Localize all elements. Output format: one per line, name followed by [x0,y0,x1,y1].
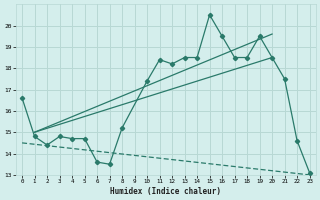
X-axis label: Humidex (Indice chaleur): Humidex (Indice chaleur) [110,187,221,196]
